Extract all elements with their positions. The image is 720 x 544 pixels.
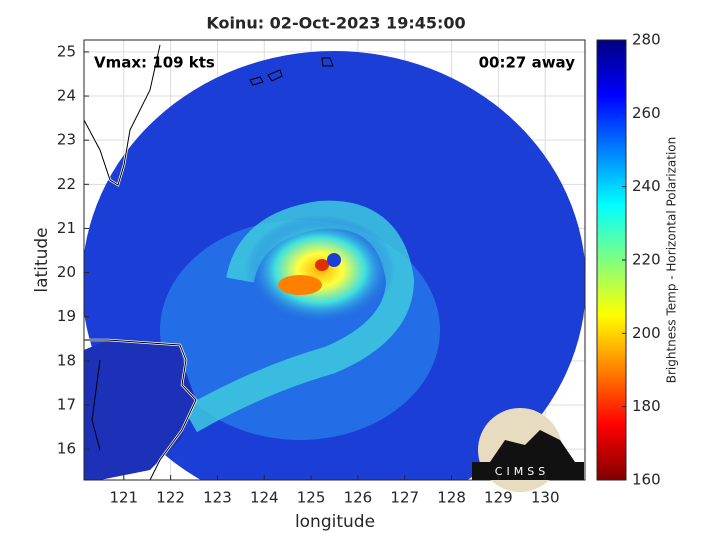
- x-tick-label: 121: [109, 489, 138, 507]
- y-tick-label: 21: [57, 219, 76, 237]
- satellite-image: [84, 44, 585, 480]
- x-tick-label: 124: [250, 489, 279, 507]
- colorbar-label: Brightness Temp - Horizontal Polarizatio…: [665, 137, 679, 384]
- x-axis-label: longitude: [295, 512, 375, 532]
- plot-frame: [83, 39, 586, 481]
- colorbar-tick-label: 260: [632, 104, 661, 122]
- x-tick-label: 129: [484, 489, 513, 507]
- y-axis-label: latitude: [32, 227, 52, 292]
- y-tick-label: 24: [57, 87, 76, 105]
- chart-title: Koinu: 02-Oct-2023 19:45:00: [206, 14, 465, 33]
- y-tick-label: 20: [57, 263, 76, 281]
- annotation: 00:27 away: [479, 54, 576, 72]
- x-tick-label: 128: [437, 489, 466, 507]
- y-tick-label: 18: [57, 351, 76, 369]
- colorbar-tick-label: 200: [632, 324, 661, 342]
- y-tick-label: 25: [57, 42, 76, 60]
- y-tick-label: 23: [57, 131, 76, 149]
- y-tick-label: 17: [57, 395, 76, 413]
- x-tick-label: 122: [156, 489, 185, 507]
- annotation: Vmax: 109 kts: [94, 54, 215, 72]
- colorbar-tick-label: 180: [632, 397, 661, 415]
- x-tick-label: 123: [203, 489, 232, 507]
- x-tick-label: 126: [344, 489, 373, 507]
- logo-text: CIMSS: [495, 465, 549, 478]
- colorbar-tick-label: 160: [632, 471, 661, 489]
- y-tick-label: 16: [57, 440, 76, 458]
- x-tick-label: 125: [297, 489, 326, 507]
- colorbar-tick-label: 280: [632, 31, 661, 49]
- logo: CIMSS: [472, 408, 584, 492]
- y-tick-label: 22: [57, 175, 76, 193]
- colorbar: [596, 39, 627, 481]
- x-tick-label: 127: [390, 489, 419, 507]
- colorbar-tick-label: 240: [632, 177, 661, 195]
- x-tick-label: 130: [531, 489, 560, 507]
- colorbar-tick-label: 220: [632, 251, 661, 269]
- y-tick-label: 19: [57, 307, 76, 325]
